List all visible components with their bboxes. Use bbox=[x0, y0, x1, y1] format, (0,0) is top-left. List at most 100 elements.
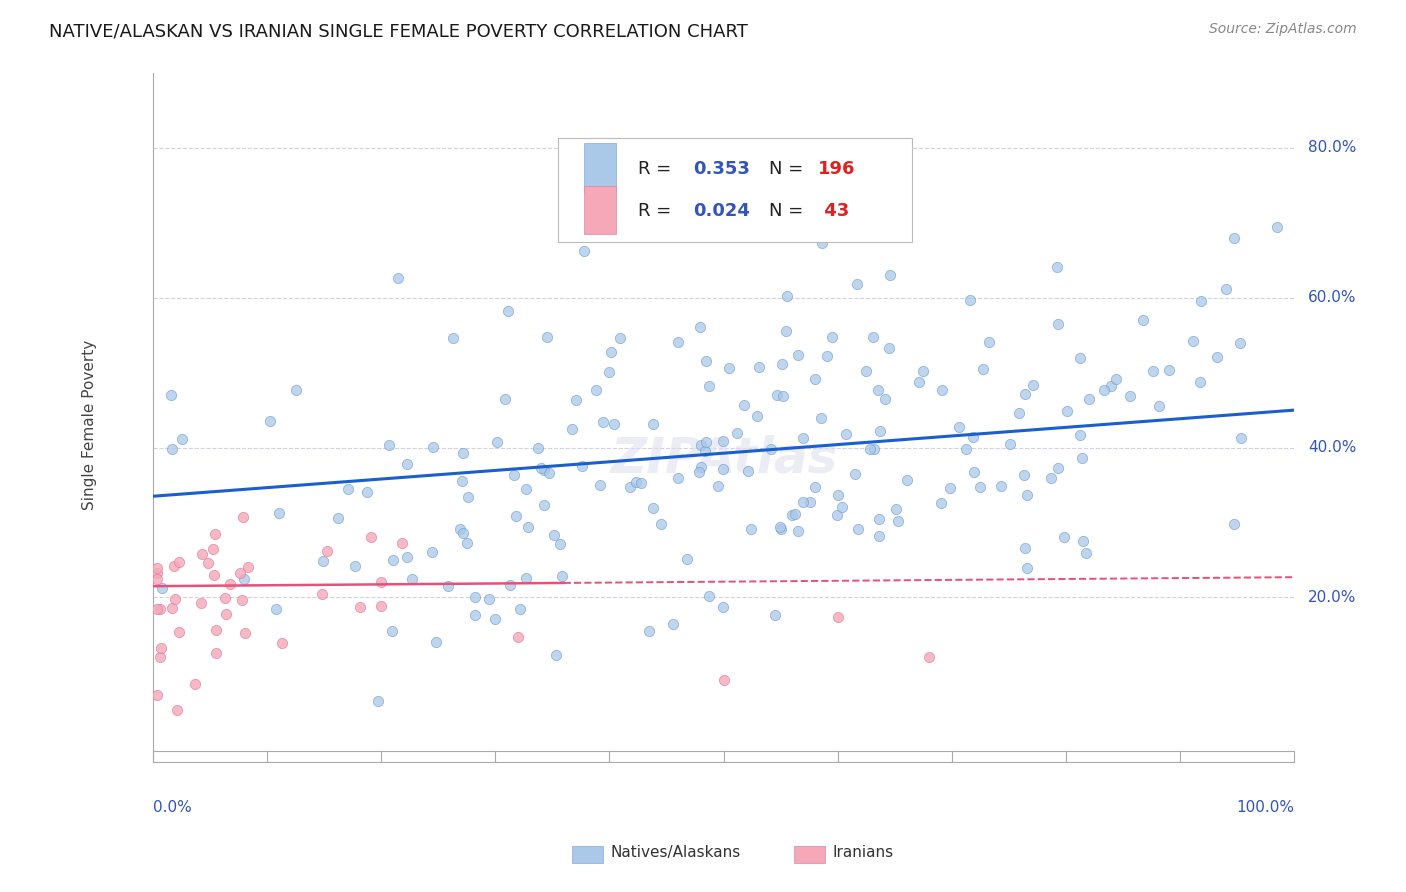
Point bbox=[998, 437, 1021, 451]
Point bbox=[197, 556, 219, 570]
Point bbox=[835, 427, 858, 442]
Point bbox=[1071, 450, 1094, 465]
Point bbox=[603, 417, 626, 432]
Point bbox=[537, 466, 560, 480]
Point bbox=[637, 624, 659, 638]
Point bbox=[763, 607, 786, 622]
Point bbox=[810, 411, 832, 425]
Point bbox=[929, 496, 952, 510]
Point bbox=[769, 520, 792, 534]
Point bbox=[748, 360, 770, 375]
Point bbox=[725, 426, 748, 441]
Point bbox=[787, 348, 810, 362]
Point bbox=[650, 517, 672, 532]
Point bbox=[505, 508, 527, 523]
Point bbox=[391, 535, 413, 549]
Text: Natives/Alaskans: Natives/Alaskans bbox=[610, 846, 741, 860]
Point bbox=[343, 559, 366, 574]
Point bbox=[509, 602, 531, 616]
Point bbox=[711, 434, 734, 449]
Point bbox=[846, 522, 869, 536]
Point bbox=[884, 501, 907, 516]
Point bbox=[908, 375, 931, 389]
Point bbox=[561, 422, 583, 436]
Point bbox=[370, 574, 392, 589]
Point bbox=[1076, 546, 1098, 560]
Text: Single Female Poverty: Single Female Poverty bbox=[83, 340, 97, 510]
Point bbox=[1046, 260, 1069, 274]
Text: NATIVE/ALASKAN VS IRANIAN SINGLE FEMALE POVERTY CORRELATION CHART: NATIVE/ALASKAN VS IRANIAN SINGLE FEMALE … bbox=[49, 22, 748, 40]
Point bbox=[565, 392, 588, 407]
Point bbox=[202, 568, 225, 582]
Point bbox=[979, 334, 1001, 349]
Point bbox=[759, 442, 782, 456]
Point bbox=[1191, 294, 1213, 309]
Point bbox=[804, 479, 827, 493]
Point bbox=[215, 607, 238, 621]
Point bbox=[592, 416, 614, 430]
Point bbox=[855, 363, 877, 377]
Point bbox=[1132, 313, 1154, 327]
Point bbox=[536, 330, 558, 344]
Point bbox=[713, 673, 735, 688]
Point bbox=[160, 442, 183, 456]
Point bbox=[201, 542, 224, 557]
Point bbox=[717, 360, 740, 375]
Point bbox=[464, 608, 486, 623]
Point bbox=[233, 626, 256, 640]
Point bbox=[641, 417, 664, 431]
Point bbox=[486, 435, 509, 450]
Point bbox=[827, 610, 849, 624]
Point bbox=[284, 384, 307, 398]
Point bbox=[231, 592, 253, 607]
Point bbox=[233, 572, 256, 586]
Text: N =: N = bbox=[769, 160, 810, 178]
Point bbox=[609, 331, 631, 345]
Point bbox=[769, 522, 792, 536]
Point bbox=[1101, 379, 1123, 393]
Point bbox=[527, 441, 550, 455]
Point bbox=[737, 464, 759, 478]
Point bbox=[862, 442, 884, 457]
Text: N =: N = bbox=[769, 202, 810, 220]
Point bbox=[879, 268, 901, 283]
Point bbox=[451, 446, 474, 460]
Point bbox=[931, 384, 953, 398]
Point bbox=[845, 277, 868, 292]
Point bbox=[972, 362, 994, 376]
Point bbox=[689, 459, 711, 474]
Point bbox=[810, 235, 832, 250]
Point bbox=[1182, 334, 1205, 349]
Point bbox=[733, 398, 755, 412]
Point bbox=[1142, 364, 1164, 378]
Point bbox=[205, 646, 228, 660]
Point bbox=[228, 566, 250, 581]
Point bbox=[499, 577, 522, 591]
Point bbox=[456, 536, 478, 550]
Point bbox=[1105, 372, 1128, 386]
Text: 0.353: 0.353 bbox=[693, 160, 749, 178]
Point bbox=[356, 485, 378, 500]
Point bbox=[451, 474, 474, 488]
Text: R =: R = bbox=[638, 160, 676, 178]
Point bbox=[494, 392, 516, 407]
Point bbox=[589, 478, 612, 492]
Point bbox=[693, 444, 716, 458]
Point bbox=[775, 324, 797, 338]
Point bbox=[378, 438, 401, 452]
Point bbox=[666, 334, 689, 349]
Point bbox=[149, 650, 172, 665]
Point bbox=[585, 383, 607, 397]
Point bbox=[169, 555, 191, 569]
Point bbox=[697, 379, 720, 393]
Point bbox=[533, 463, 555, 477]
Point bbox=[214, 591, 236, 606]
Point bbox=[1071, 534, 1094, 549]
Point bbox=[530, 461, 553, 475]
Point bbox=[382, 553, 405, 567]
Point bbox=[150, 640, 173, 655]
Point bbox=[619, 480, 641, 494]
Text: 20.0%: 20.0% bbox=[1308, 590, 1357, 605]
Point bbox=[918, 650, 941, 665]
Point bbox=[264, 602, 287, 616]
